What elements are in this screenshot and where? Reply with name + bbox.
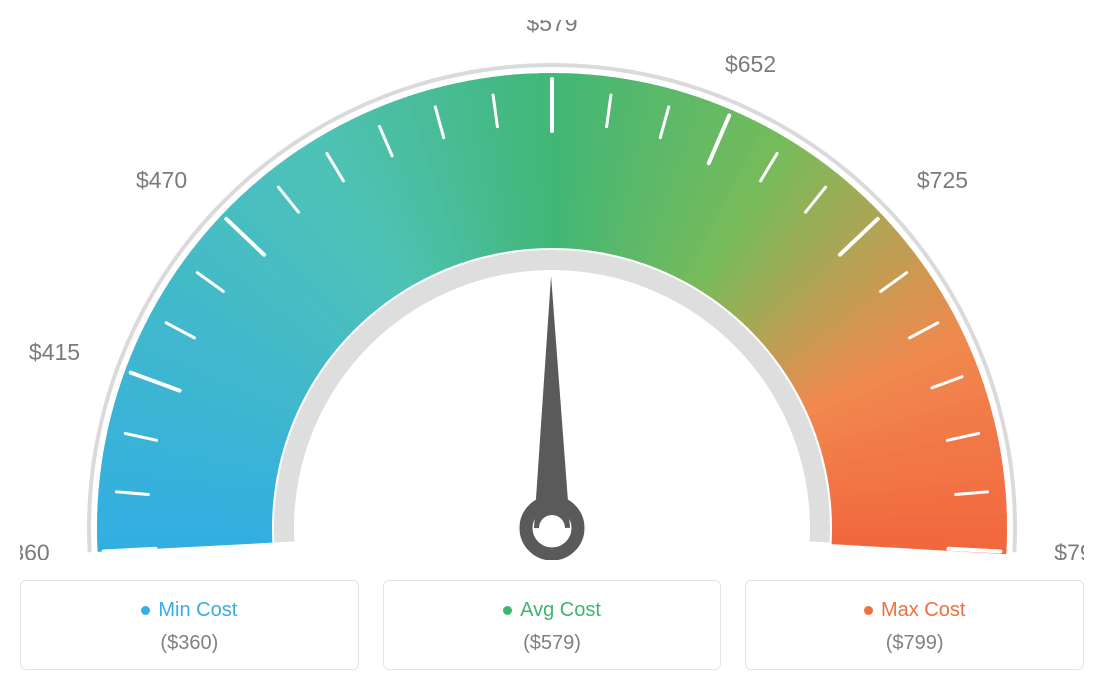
- svg-text:$360: $360: [20, 539, 50, 560]
- legend-card-min: Min Cost ($360): [20, 580, 359, 670]
- svg-text:$799: $799: [1054, 539, 1084, 560]
- dot-icon: [141, 606, 150, 615]
- gauge-chart: $360 $415 $470 $579 $652 $725 $799: [20, 20, 1084, 560]
- legend-label: Max Cost: [881, 599, 965, 622]
- legend-label: Avg Cost: [520, 599, 601, 622]
- dot-icon: [503, 606, 512, 615]
- cost-gauge-container: $360 $415 $470 $579 $652 $725 $799 Min Cost ($…: [20, 20, 1084, 670]
- legend-value: ($579): [394, 632, 711, 655]
- dot-icon: [864, 606, 873, 615]
- legend-value: ($360): [31, 632, 348, 655]
- legend-card-max: Max Cost ($799): [745, 580, 1084, 670]
- legend-value: ($799): [756, 632, 1073, 655]
- svg-text:$725: $725: [917, 167, 968, 193]
- svg-text:$652: $652: [725, 51, 776, 77]
- legend-card-avg: Avg Cost ($579): [383, 580, 722, 670]
- legend-row: Min Cost ($360) Avg Cost ($579) Max Cost…: [20, 580, 1084, 670]
- legend-title-min: Min Cost: [141, 599, 237, 622]
- svg-text:$470: $470: [136, 167, 187, 193]
- legend-label: Min Cost: [158, 599, 237, 622]
- legend-title-max: Max Cost: [864, 599, 965, 622]
- legend-title-avg: Avg Cost: [503, 599, 601, 622]
- svg-text:$415: $415: [29, 339, 80, 365]
- svg-text:$579: $579: [526, 20, 577, 36]
